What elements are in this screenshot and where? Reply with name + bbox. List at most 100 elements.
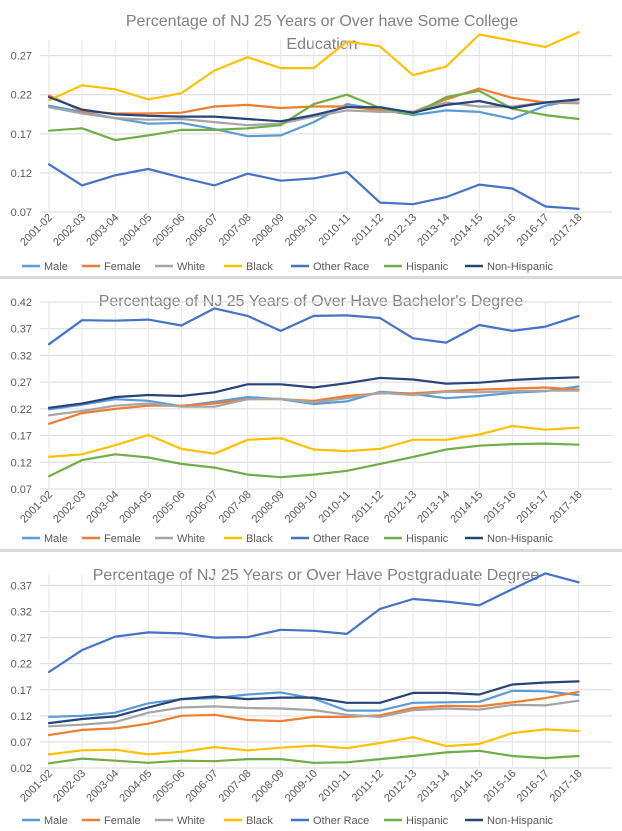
chart-panel-postgraduate: Percentage of NJ 25 Years or Over Have P… bbox=[0, 552, 622, 831]
y-tick-label: 0.07 bbox=[11, 207, 32, 219]
legend-label: Male bbox=[44, 261, 68, 273]
legend-label: Non-Hispanic bbox=[487, 533, 554, 545]
series-line-black bbox=[47, 424, 580, 458]
x-tick-label: 2002-03 bbox=[51, 489, 88, 526]
x-tick-label: 2011-12 bbox=[350, 212, 386, 248]
legend-label: White bbox=[177, 815, 205, 827]
chart-bachelors: Percentage of NJ 25 Years of Over Have B… bbox=[11, 293, 612, 545]
x-tick-label: 2002-03 bbox=[51, 768, 88, 805]
series-line-white bbox=[47, 699, 580, 728]
x-tick-label: 2013-14 bbox=[415, 212, 452, 249]
divider bbox=[0, 549, 622, 552]
x-tick-label: 2017-18 bbox=[548, 489, 585, 526]
series-line-white bbox=[47, 101, 580, 127]
x-tick-label: 2014-15 bbox=[448, 768, 485, 805]
chart-postgraduate: Percentage of NJ 25 Years or Over Have P… bbox=[11, 567, 612, 827]
x-tick-label: 2010-11 bbox=[317, 489, 353, 525]
x-tick-label: 2015-16 bbox=[481, 489, 518, 526]
x-tick-label: 2012-13 bbox=[382, 489, 419, 526]
divider bbox=[0, 276, 622, 279]
series-line-hispanic bbox=[47, 89, 580, 142]
x-tick-label: 2009-10 bbox=[283, 768, 320, 805]
x-tick-label: 2003-04 bbox=[84, 768, 121, 805]
y-tick-label: 0.12 bbox=[11, 711, 32, 723]
y-tick-label: 0.17 bbox=[11, 129, 32, 141]
legend-label: Hispanic bbox=[406, 815, 449, 827]
x-tick-label: 2007-08 bbox=[217, 489, 254, 526]
x-tick-label: 2002-03 bbox=[51, 212, 88, 249]
x-tick-label: 2014-15 bbox=[448, 212, 485, 249]
x-tick-label: 2011-12 bbox=[350, 489, 386, 525]
y-tick-label: 0.42 bbox=[11, 297, 32, 309]
series-line-non-hispanic bbox=[47, 95, 580, 123]
x-tick-label: 2012-13 bbox=[382, 768, 419, 805]
x-tick-label: 2016-17 bbox=[515, 768, 552, 805]
y-tick-label: 0.37 bbox=[11, 580, 32, 592]
x-tick-label: 2003-04 bbox=[84, 212, 121, 249]
x-tick-label: 2010-11 bbox=[317, 212, 353, 248]
series-line-other-race bbox=[47, 163, 580, 210]
y-tick-label: 0.12 bbox=[11, 457, 32, 469]
y-tick-label: 0.12 bbox=[11, 168, 32, 180]
x-tick-label: 2013-14 bbox=[415, 768, 452, 805]
x-tick-label: 2005-06 bbox=[150, 768, 187, 805]
y-tick-label: 0.32 bbox=[11, 607, 32, 619]
x-tick-label: 2005-06 bbox=[150, 212, 187, 249]
legend-label: Female bbox=[104, 261, 141, 273]
x-tick-label: 2014-15 bbox=[448, 489, 485, 526]
y-tick-label: 0.02 bbox=[11, 763, 32, 775]
x-tick-label: 2006-07 bbox=[184, 212, 221, 249]
legend-label: Hispanic bbox=[406, 533, 449, 545]
chart-title: Percentage of NJ 25 Years or Over have S… bbox=[126, 13, 518, 30]
x-tick-label: 2016-17 bbox=[515, 212, 552, 249]
chart-title: Education bbox=[286, 36, 357, 53]
x-tick-label: 2015-16 bbox=[481, 768, 518, 805]
x-tick-label: 2004-05 bbox=[117, 489, 154, 526]
y-tick-label: 0.17 bbox=[11, 431, 32, 443]
legend-label: Other Race bbox=[313, 533, 369, 545]
y-tick-label: 0.27 bbox=[11, 51, 32, 63]
series-line-male bbox=[47, 98, 580, 138]
y-tick-label: 0.27 bbox=[11, 377, 32, 389]
y-tick-label: 0.22 bbox=[11, 90, 32, 102]
x-tick-label: 2008-09 bbox=[250, 489, 287, 526]
y-tick-label: 0.22 bbox=[11, 659, 32, 671]
chart-panel-some-college: Percentage of NJ 25 Years or Over have S… bbox=[0, 0, 622, 276]
series-line-white bbox=[47, 389, 580, 417]
series-line-female bbox=[47, 386, 580, 425]
x-tick-label: 2015-16 bbox=[481, 212, 518, 249]
x-tick-label: 2017-18 bbox=[548, 768, 585, 805]
x-tick-label: 2004-05 bbox=[117, 212, 154, 249]
legend-label: Other Race bbox=[313, 815, 369, 827]
legend-label: Hispanic bbox=[406, 261, 449, 273]
legend-label: Male bbox=[44, 815, 68, 827]
chart-title: Percentage of NJ 25 Years or Over Have P… bbox=[93, 567, 540, 584]
x-tick-label: 2009-10 bbox=[283, 489, 320, 526]
legend-label: Other Race bbox=[313, 261, 369, 273]
legend-label: Non-Hispanic bbox=[487, 815, 554, 827]
legend-label: Non-Hispanic bbox=[487, 261, 554, 273]
legend-label: Female bbox=[104, 533, 141, 545]
series-line-black bbox=[47, 728, 580, 756]
series-line-female bbox=[47, 87, 580, 115]
x-tick-label: 2010-11 bbox=[317, 768, 353, 804]
x-tick-label: 2013-14 bbox=[415, 489, 452, 526]
legend-label: White bbox=[177, 533, 205, 545]
x-tick-label: 2012-13 bbox=[382, 212, 419, 249]
y-tick-label: 0.32 bbox=[11, 350, 32, 362]
series-line-other-race bbox=[47, 572, 580, 674]
chart-some-college: Percentage of NJ 25 Years or Over have S… bbox=[11, 13, 612, 273]
y-tick-label: 0.17 bbox=[11, 685, 32, 697]
y-tick-label: 0.27 bbox=[11, 633, 32, 645]
series-line-non-hispanic bbox=[47, 376, 580, 409]
x-tick-label: 2003-04 bbox=[84, 489, 121, 526]
y-tick-label: 0.37 bbox=[11, 324, 32, 336]
series-line-non-hispanic bbox=[47, 680, 580, 725]
series-line-hispanic bbox=[47, 749, 580, 765]
series-line-hispanic bbox=[47, 442, 580, 479]
y-tick-label: 0.07 bbox=[11, 737, 32, 749]
x-tick-label: 2009-10 bbox=[283, 212, 320, 249]
series-line-female bbox=[47, 690, 580, 737]
x-tick-label: 2006-07 bbox=[184, 768, 221, 805]
legend-label: White bbox=[177, 261, 205, 273]
